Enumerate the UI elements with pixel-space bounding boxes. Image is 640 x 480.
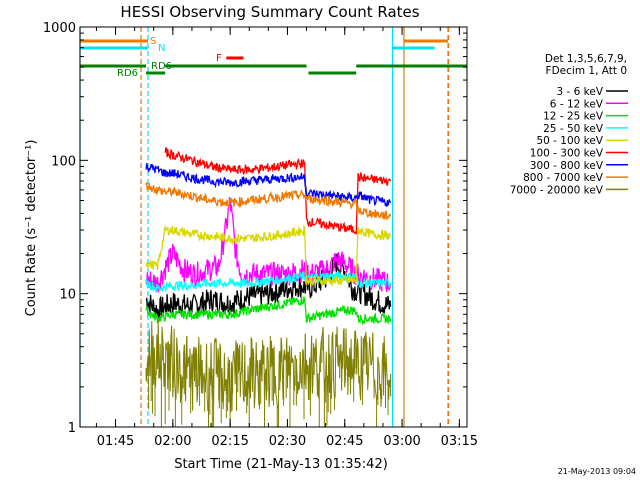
x-tick-label: 03:00	[383, 434, 420, 449]
series-line-100-300kev	[164, 147, 392, 235]
y-tick-label: 100	[51, 154, 76, 169]
flag-label-4: RD6	[117, 68, 138, 79]
plot-area	[79, 27, 450, 427]
series-line-50-100kev	[145, 224, 392, 287]
legend-entry-label: 25 - 50 keV	[543, 123, 604, 135]
x-tick-label: 02:30	[269, 434, 306, 449]
legend-entry-label: 50 - 100 keV	[536, 135, 603, 147]
series-line-6-12kev	[145, 196, 392, 293]
y-axis-label: Count Rate (s⁻¹ detector⁻¹)	[24, 140, 39, 317]
chart-title: HESSI Observing Summary Count Rates	[120, 3, 419, 21]
legend-entry-label: 100 - 300 keV	[530, 148, 604, 160]
legend-entry-label: 7000 - 20000 keV	[510, 184, 604, 196]
series-line-300-800kev	[145, 163, 392, 207]
x-axis-label: Start Time (21-May-13 01:35:42)	[174, 457, 388, 472]
y-tick-label: 10	[59, 288, 76, 303]
flag-label-3: RD6	[151, 61, 172, 72]
legend-entry-label: 6 - 12 keV	[550, 98, 604, 110]
legend-entry-label: 800 - 7000 keV	[523, 172, 604, 184]
x-tick-label: 02:15	[211, 434, 248, 449]
legend-entry-label: 3 - 6 keV	[556, 86, 603, 98]
x-tick-label: 01:45	[97, 434, 134, 449]
axes: 1 10 100 1000 01:45 02:00 02:15 02:30 02:45 03:00…	[43, 21, 478, 449]
series-line-12-25kev	[145, 295, 392, 326]
legend-entry-label: 300 - 800 keV	[530, 160, 604, 172]
flag-label-1: N	[158, 43, 165, 54]
legend-entry-label: 12 - 25 keV	[543, 111, 604, 123]
y-tick-label: 1	[68, 421, 76, 436]
legend-header-line: Det 1,3,5,6,7,9,	[545, 53, 627, 65]
series-line-800-7000kev	[145, 182, 392, 220]
x-tick-label: 02:45	[326, 434, 363, 449]
x-tick-label: 02:00	[154, 434, 191, 449]
plot-frame	[79, 26, 468, 428]
legend-header-line: FDecim 1, Att 0	[546, 65, 627, 77]
x-tick-label: 03:15	[441, 434, 478, 449]
series-line-25-50kev	[145, 271, 392, 293]
flag-label-0: S	[150, 36, 156, 47]
legend: Det 1,3,5,6,7,9,FDecim 1, Att 0 3 - 6 keV…	[510, 53, 628, 196]
series-line-7000-20000kev	[145, 319, 392, 413]
flag-bars: SN F RD6 RD6	[80, 36, 467, 79]
timestamp: 21-May-2013 09:04	[558, 467, 636, 476]
y-tick-label: 1000	[43, 21, 76, 36]
flag-label-2: F	[216, 53, 222, 64]
